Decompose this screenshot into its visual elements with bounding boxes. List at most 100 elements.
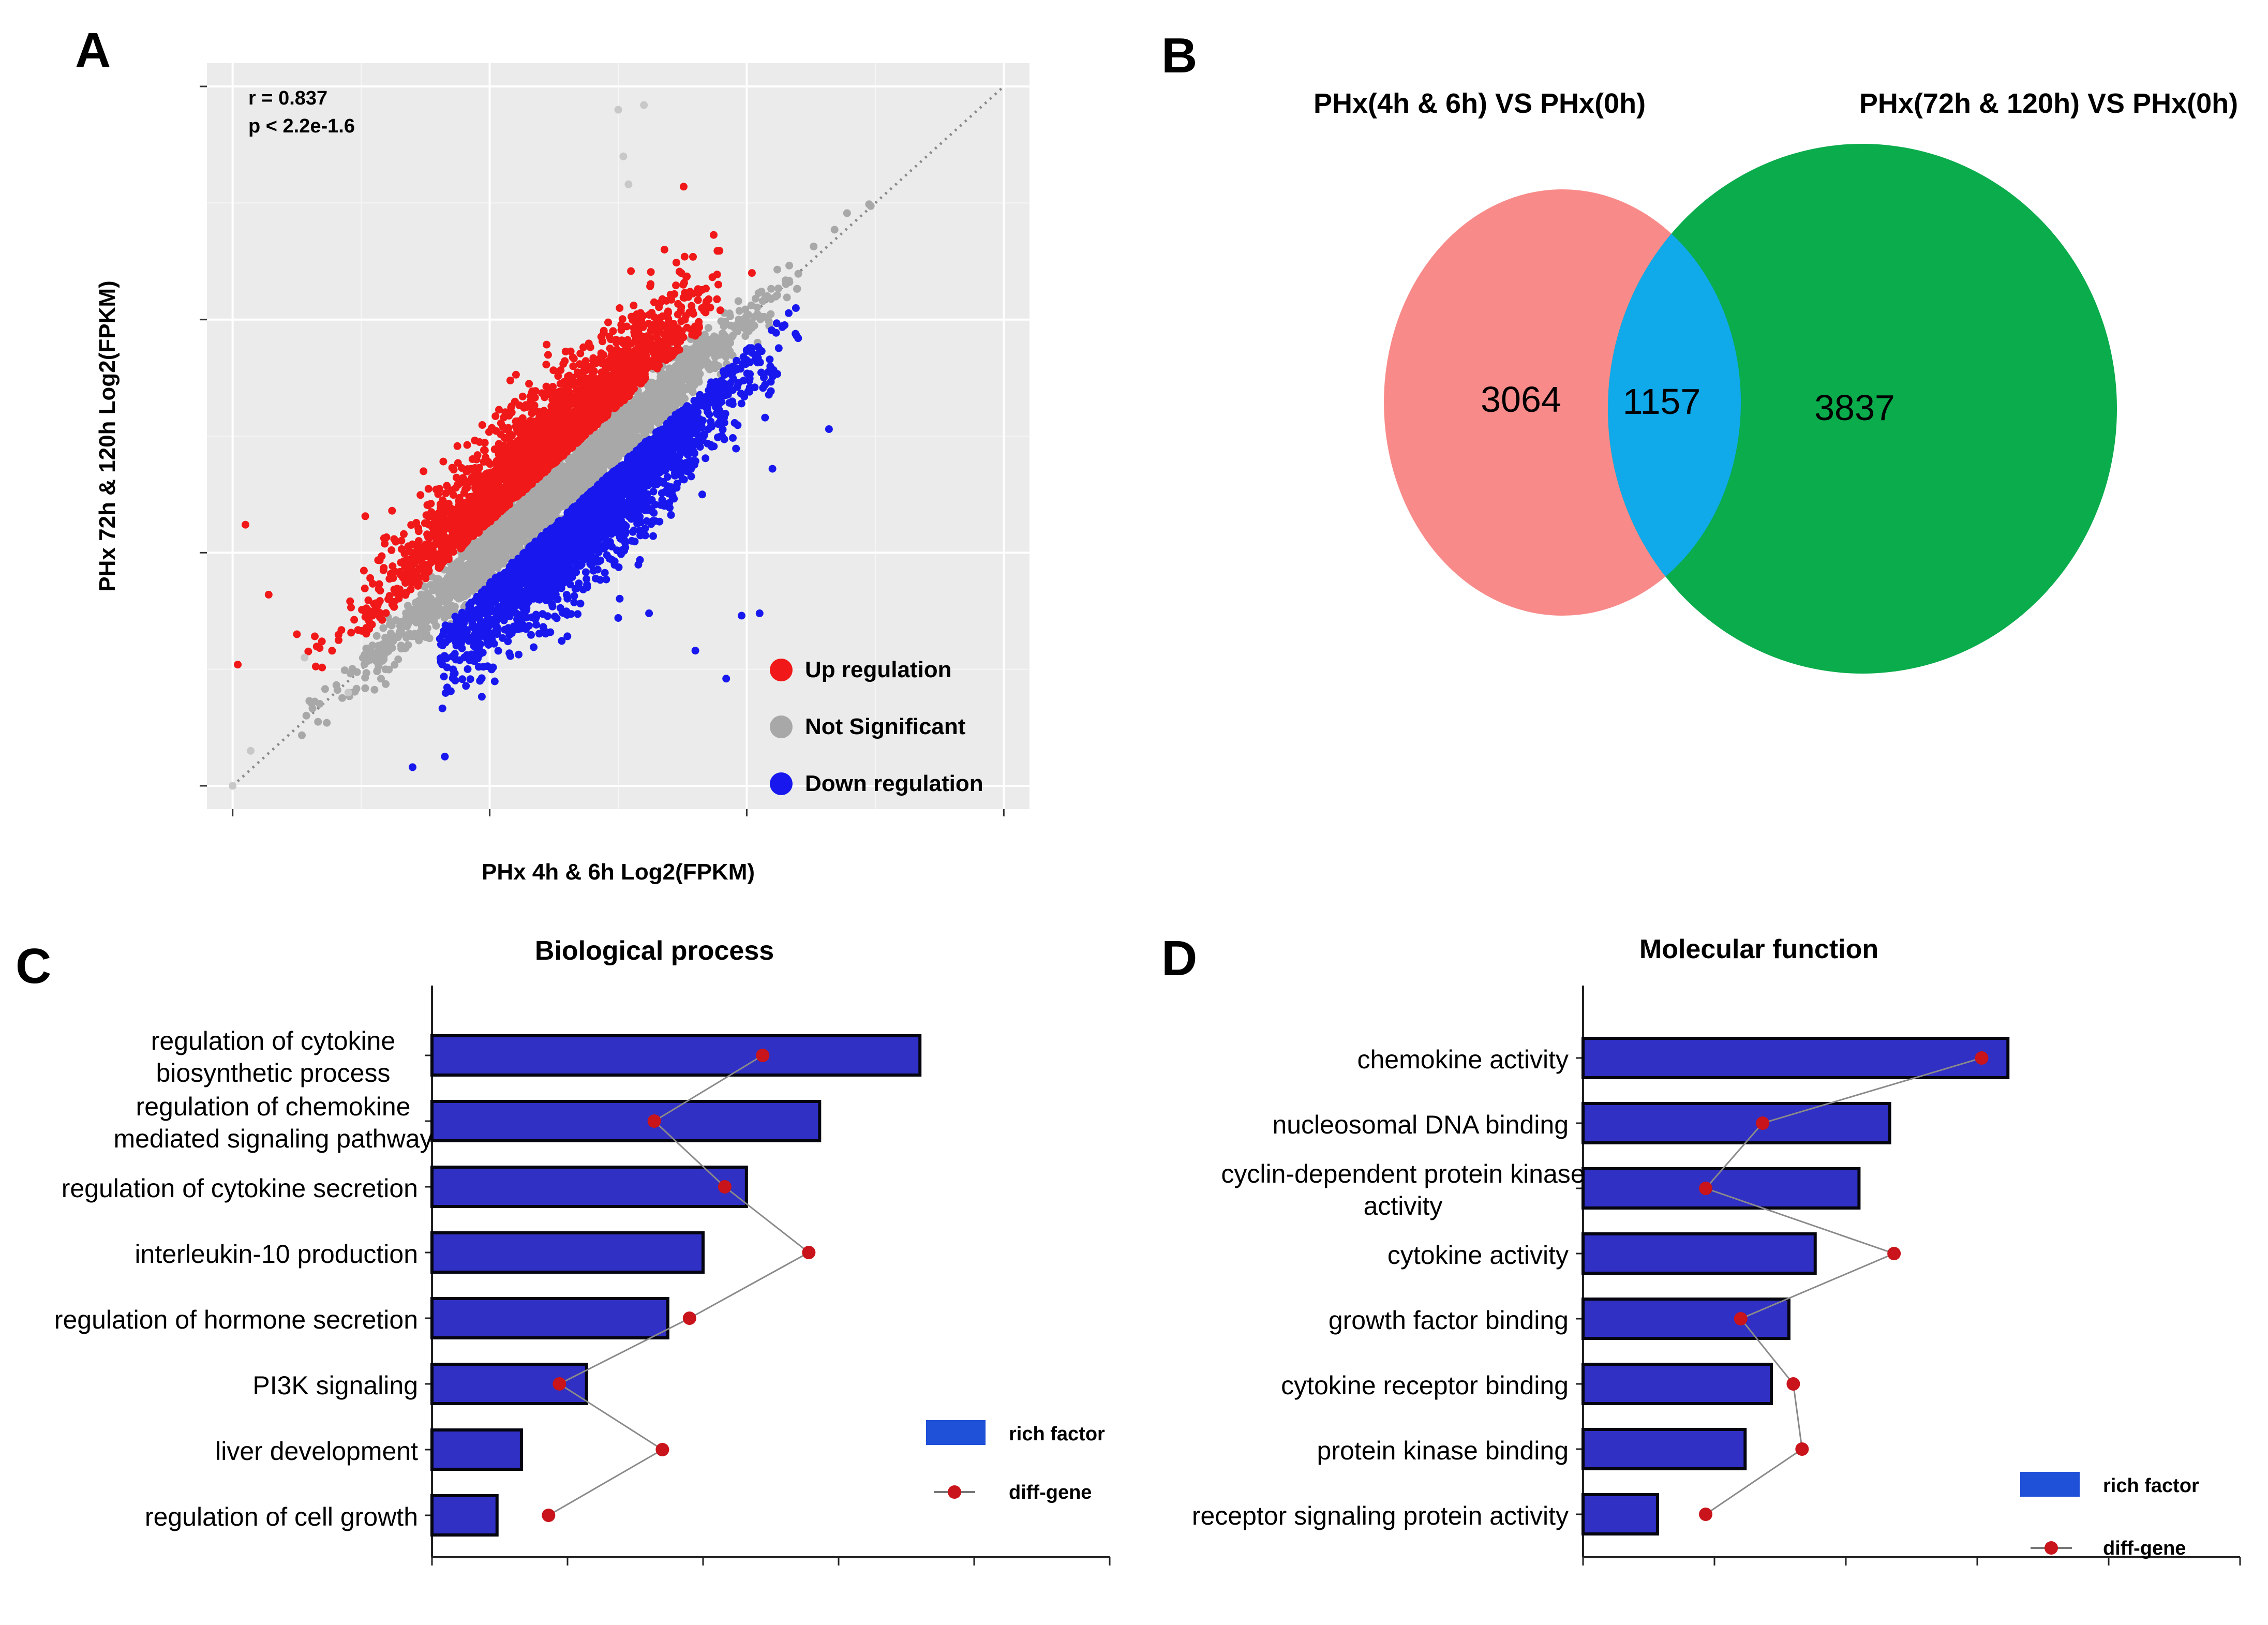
- not-significant-point: [505, 540, 513, 548]
- up-regulation-point: [400, 530, 408, 538]
- not-significant-point: [321, 685, 329, 693]
- not-significant-point: [529, 515, 537, 524]
- not-significant-point: [721, 332, 729, 340]
- up-regulation-point: [424, 485, 432, 493]
- not-significant-point: [597, 451, 605, 459]
- up-regulation-point: [710, 231, 718, 239]
- not-significant-point: [386, 618, 395, 627]
- not-significant-point: [466, 551, 474, 560]
- up-regulation-point: [379, 566, 387, 574]
- not-significant-point: [578, 471, 586, 480]
- up-regulation-point: [316, 644, 324, 652]
- not-significant-point: [675, 371, 683, 380]
- up-regulation-point: [549, 366, 558, 375]
- not-significant-point: [494, 547, 501, 555]
- up-regulation-point: [716, 306, 724, 315]
- up-regulation-point: [478, 421, 486, 429]
- up-regulation-point: [589, 356, 598, 365]
- up-regulation-point: [528, 409, 536, 418]
- up-regulation-point: [680, 183, 688, 191]
- not-significant-point: [362, 669, 370, 677]
- up-regulation-point: [561, 357, 569, 365]
- not-significant-point: [379, 624, 387, 632]
- not-significant-point: [377, 675, 385, 683]
- not-significant-point: [830, 226, 839, 234]
- not-significant-point: [596, 428, 605, 437]
- not-significant-point: [374, 647, 382, 655]
- not-significant-point: [571, 484, 579, 492]
- not-significant-point: [362, 644, 370, 652]
- up-regulation-point: [491, 412, 500, 420]
- up-regulation-point: [453, 442, 461, 450]
- not-significant-point: [793, 285, 801, 293]
- not-significant-point: [656, 389, 664, 397]
- up-regulation-point: [457, 479, 465, 487]
- not-significant-point: [537, 516, 545, 525]
- not-significant-point: [384, 647, 393, 655]
- not-significant-point: [368, 642, 377, 649]
- not-significant-point: [632, 402, 639, 410]
- up-regulation-point: [599, 337, 606, 346]
- not-significant-point: [596, 436, 605, 444]
- up-regulation-point: [653, 364, 661, 372]
- not-significant-point: [529, 499, 537, 507]
- not-significant-point: [404, 602, 412, 610]
- not-significant-point: [556, 468, 564, 476]
- not-significant-point: [574, 458, 582, 466]
- not-significant-point: [298, 731, 306, 739]
- not-significant-point: [338, 694, 346, 702]
- not-significant-point: [429, 602, 437, 610]
- up-regulation-point: [364, 596, 372, 604]
- not-significant-point: [609, 441, 618, 450]
- not-significant-point: [658, 401, 665, 410]
- up-regulation-point: [382, 609, 390, 617]
- up-regulation-point: [512, 370, 520, 379]
- up-regulation-point: [664, 330, 672, 338]
- panel-a-letter: A: [75, 23, 111, 78]
- not-significant-point: [704, 324, 712, 332]
- not-significant-point: [503, 528, 511, 536]
- not-significant-point: [774, 285, 782, 292]
- up-regulation-point: [675, 267, 683, 276]
- not-significant-point: [753, 310, 762, 318]
- up-regulation-point: [647, 268, 655, 276]
- not-significant-point: [468, 544, 476, 552]
- up-regulation-point: [378, 552, 386, 560]
- not-significant-point: [690, 356, 697, 365]
- up-regulation-point: [561, 348, 570, 355]
- not-significant-point: [340, 666, 349, 675]
- not-significant-point: [773, 291, 781, 299]
- up-regulation-point: [543, 340, 551, 349]
- up-regulation-point: [677, 306, 685, 315]
- up-regulation-point: [347, 629, 355, 637]
- not-significant-point: [747, 301, 755, 309]
- not-significant-point: [476, 562, 484, 571]
- up-regulation-point: [689, 252, 697, 261]
- not-significant-point: [620, 411, 629, 419]
- not-significant-point: [728, 333, 736, 341]
- not-significant-point: [464, 574, 472, 582]
- not-significant-point: [373, 666, 381, 675]
- not-significant-point: [314, 718, 322, 726]
- not-significant-point: [439, 606, 447, 614]
- up-regulation-point: [713, 295, 721, 303]
- not-significant-point: [455, 574, 464, 582]
- not-significant-point: [514, 533, 522, 542]
- not-significant-point: [536, 509, 545, 517]
- up-regulation-point: [414, 527, 423, 535]
- up-regulation-point: [463, 441, 471, 449]
- not-significant-point: [644, 397, 652, 406]
- up-regulation-point: [390, 535, 398, 543]
- not-significant-point: [636, 423, 644, 431]
- not-significant-point: [549, 480, 558, 487]
- not-significant-point: [364, 657, 372, 665]
- not-significant-point: [652, 411, 660, 419]
- up-regulation-point: [664, 321, 672, 330]
- up-regulation-point: [499, 423, 507, 431]
- up-regulation-point: [420, 467, 428, 475]
- not-significant-point: [482, 542, 490, 550]
- not-significant-point: [739, 322, 747, 331]
- not-significant-point: [396, 622, 404, 630]
- not-significant-point: [750, 321, 758, 330]
- up-regulation-point: [627, 267, 635, 275]
